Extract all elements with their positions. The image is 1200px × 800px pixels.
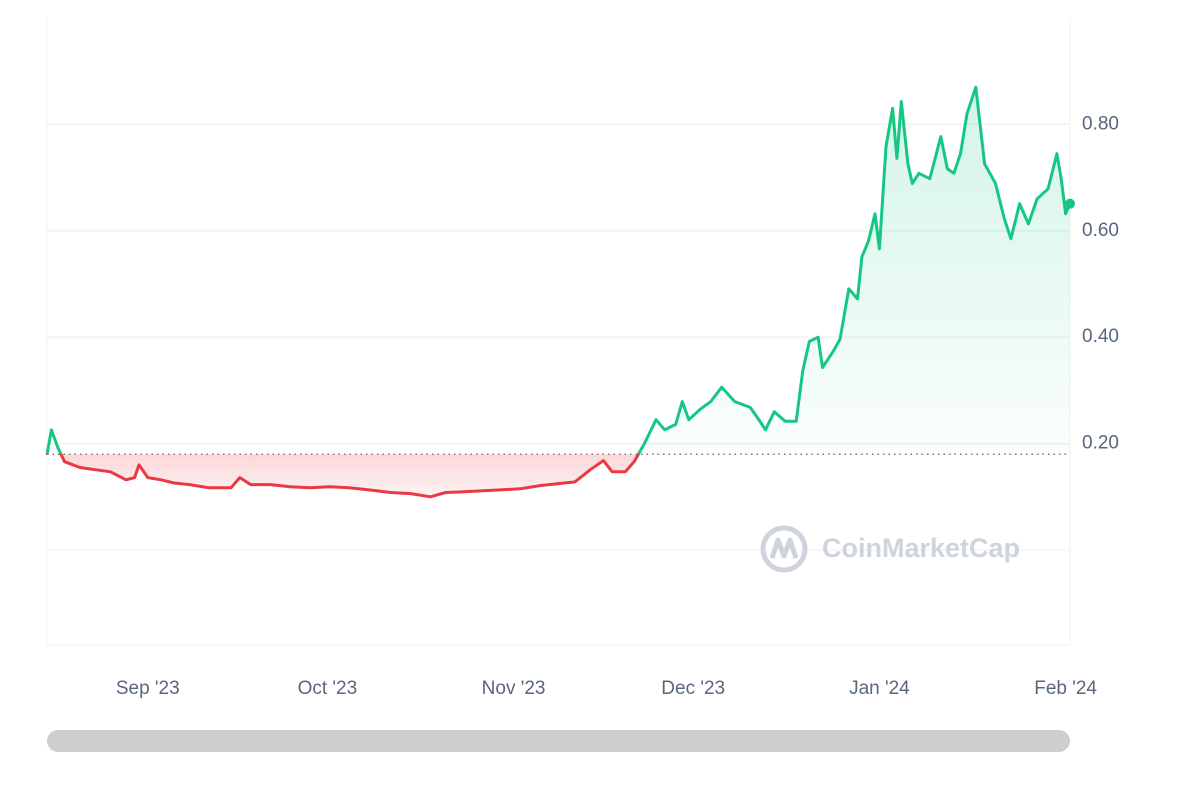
- x-tick-label: Nov '23: [482, 678, 546, 699]
- price-area: [47, 87, 1070, 497]
- grid: 0.20 0.40 0.60 0.80 Sep '23 Oct '23 Nov '23 Dec…: [47, 113, 1119, 699]
- plot: [45, 85, 1075, 499]
- watermark: CoinMarketCap: [760, 525, 1020, 573]
- scrollbar[interactable]: [47, 730, 1070, 752]
- x-tick-label: Feb '24: [1034, 678, 1097, 699]
- y-tick-label: 0.80: [1082, 113, 1119, 134]
- y-tick-label: 0.40: [1082, 326, 1119, 347]
- x-tick-label: Sep '23: [116, 678, 180, 699]
- price-line: [45, 85, 1072, 499]
- last-price-dot: [1065, 198, 1075, 209]
- y-tick-label: 0.20: [1082, 433, 1119, 454]
- x-tick-label: Dec '23: [661, 678, 725, 699]
- y-tick-label: 0.60: [1082, 220, 1119, 241]
- x-tick-label: Jan '24: [849, 678, 910, 699]
- watermark-logo: [760, 525, 808, 573]
- watermark-logo-mark: [769, 537, 799, 559]
- x-tick-label: Oct '23: [298, 678, 358, 699]
- watermark-text: CoinMarketCap: [822, 533, 1020, 563]
